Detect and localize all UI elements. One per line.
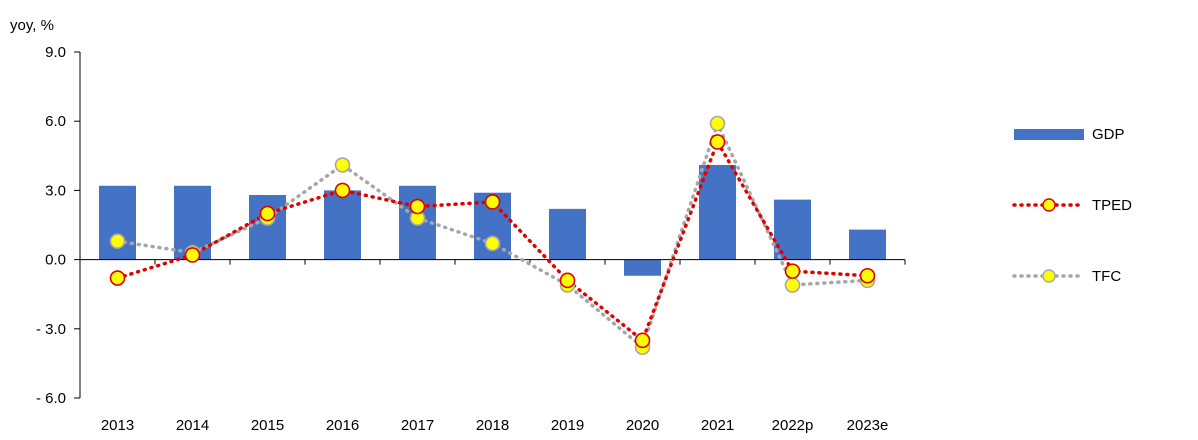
x-tick-label: 2023e — [847, 417, 889, 434]
legend: GDP TPED TFC — [1012, 126, 1132, 285]
bar-gdp — [549, 208, 586, 260]
bar-gdp — [774, 199, 811, 260]
point-tfc — [484, 235, 501, 252]
bar-gdp — [324, 190, 361, 260]
point-tped — [184, 247, 201, 263]
y-tick-label: 3.0 — [45, 182, 66, 199]
bar-gdp — [249, 195, 286, 260]
bar-gdp — [699, 165, 736, 260]
bar-gdp — [849, 229, 886, 260]
x-tick-label: 2017 — [401, 417, 434, 434]
legend-swatch-gdp — [1014, 129, 1084, 140]
legend-marker-tfc — [1042, 269, 1056, 283]
point-tped — [559, 272, 576, 289]
y-tick-label: 0.0 — [45, 252, 66, 269]
point-tped — [109, 270, 126, 286]
point-tped — [709, 134, 726, 150]
x-tick-label: 2014 — [176, 417, 209, 434]
x-tick-label: 2019 — [551, 417, 584, 434]
x-tick-label: 2016 — [326, 417, 359, 434]
x-tick-label: 2021 — [701, 417, 734, 434]
y-tick-label: - 6.0 — [36, 390, 66, 407]
x-tick-label: 2020 — [626, 417, 659, 434]
y-tick-label: 9.0 — [45, 44, 66, 61]
y-axis-title: yoy, % — [10, 17, 54, 34]
x-tick-label: 2018 — [476, 417, 509, 434]
point-tped — [484, 194, 501, 210]
point-tfc — [709, 115, 726, 132]
x-tick-label: 2015 — [251, 417, 284, 434]
y-tick-label: 6.0 — [45, 113, 66, 130]
point-tped — [634, 332, 651, 349]
legend-label-tped: TPED — [1092, 197, 1132, 214]
bar-gdp — [624, 259, 661, 276]
plot-area: 9.0 6.0 3.0 0.0 - 3.0 - 6.0 2013 2014 2015 2016 20… — [36, 44, 906, 434]
point-tfc — [109, 233, 126, 249]
legend-label-gdp: GDP — [1092, 126, 1125, 143]
legend-label-tfc: TFC — [1092, 268, 1121, 285]
point-tfc — [784, 277, 801, 293]
point-tped — [259, 205, 276, 222]
point-tfc — [334, 157, 351, 173]
point-tped — [859, 267, 876, 284]
point-tped — [784, 263, 801, 279]
y-tick-label: - 3.0 — [36, 321, 66, 338]
point-tped — [409, 198, 426, 215]
x-tick-label: 2013 — [101, 417, 134, 434]
point-tped — [334, 182, 351, 199]
x-tick-label: 2022p — [772, 417, 814, 434]
legend-marker-tped — [1042, 198, 1056, 212]
